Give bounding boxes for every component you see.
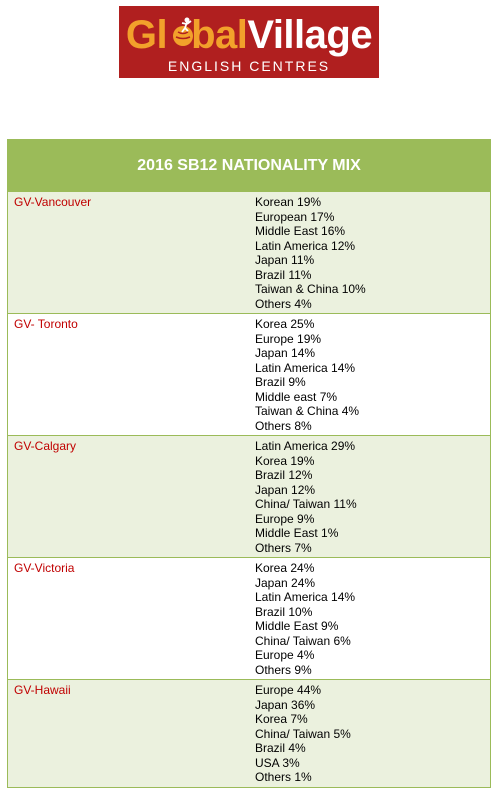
nationality-item: Latin America 14%: [255, 360, 356, 375]
nationality-item: Brazil 9%: [255, 375, 306, 389]
nationality-item: USA 3%: [255, 755, 300, 770]
nationality-item: Japan 14%: [255, 346, 316, 360]
nationality-list: Korea 24% Japan 24% Latin America 14% Brazi…: [249, 558, 355, 679]
table-row: GV-Vancouver Korean 19% European 17% Middle…: [8, 192, 490, 314]
nationality-item: Others 4%: [255, 296, 312, 311]
nationality-list: Europe 44% Japan 36% Korea 7% China/ Taiwan…: [249, 680, 351, 787]
nationality-list: Korean 19% European 17% Middle East 16% Lat…: [249, 192, 366, 313]
nationality-item: Korea 19%: [255, 453, 315, 468]
nationality-item: Japan 36%: [255, 697, 316, 712]
nationality-item: Middle East 16%: [255, 224, 346, 238]
nationality-item: China/ Taiwan 5%: [255, 726, 351, 741]
campus-name: GV-Victoria: [14, 561, 75, 575]
table-row: GV-Hawaii Europe 44% Japan 36% Korea 7% Chin…: [8, 680, 490, 787]
logo-wordmark: GlobalVillage: [125, 13, 373, 57]
nationality-list: Korea 25% Europe 19% Japan 14% Latin Americ…: [249, 314, 359, 435]
nationality-item: European 17%: [255, 209, 335, 224]
campus-name: GV-Hawaii: [14, 683, 71, 697]
nationality-item: China/ Taiwan 6%: [255, 633, 351, 648]
nationality-item: Europe 19%: [255, 331, 322, 346]
nationality-item: Japan 24%: [255, 575, 316, 590]
nationality-item: Korea 25%: [255, 317, 315, 331]
nationality-item: Others 8%: [255, 418, 312, 433]
nationality-item: Others 1%: [255, 770, 312, 784]
nationality-item: Middle East 9%: [255, 619, 339, 633]
nationality-item: Brazil 4%: [255, 741, 306, 755]
table-row: GV-Victoria Korea 24% Japan 24% Latin Ameri…: [8, 558, 490, 680]
campus-name: GV- Toronto: [14, 317, 78, 331]
table-row: GV-Calgary Latin America 29% Korea 19% Braz…: [8, 436, 490, 558]
nationality-item: Middle east 7%: [255, 389, 338, 404]
nationality-item: Brazil 11%: [255, 267, 312, 282]
nationality-item: Latin America 12%: [255, 238, 356, 253]
nationality-item: Europe 9%: [255, 511, 315, 526]
nationality-item: Taiwan & China 10%: [255, 282, 366, 296]
logo-tagline: ENGLISH CENTRES: [167, 58, 331, 74]
nationality-list: Latin America 29% Korea 19% Brazil 12% Japa…: [249, 436, 357, 557]
nationality-item: Europe 4%: [255, 648, 315, 662]
nationality-item: Middle East 1%: [255, 526, 339, 540]
nationality-item: Brazil 10%: [255, 604, 313, 619]
nationality-item: Korean 19%: [255, 195, 322, 209]
campus-name: GV-Vancouver: [14, 195, 92, 209]
nationality-item: Korea 24%: [255, 561, 315, 575]
nationality-item: Latin America 29%: [255, 439, 356, 453]
nationality-item: Others 7%: [255, 540, 312, 555]
nationality-item: Korea 7%: [255, 712, 308, 726]
nationality-item: Japan 12%: [255, 482, 316, 497]
nationality-item: Brazil 12%: [255, 468, 313, 482]
campus-name: GV-Calgary: [14, 439, 77, 453]
globe-person-icon: [173, 17, 193, 46]
nationality-item: Europe 44%: [255, 683, 322, 697]
table-title: 2016 SB12 NATIONALITY MIX: [8, 140, 490, 192]
nationality-item: Japan 11%: [255, 253, 315, 267]
table-row: GV- Toronto Korea 25% Europe 19% Japan 14% L…: [8, 314, 490, 436]
nationality-item: Others 9%: [255, 662, 312, 677]
nationality-item: Taiwan & China 4%: [255, 404, 360, 418]
nationality-item: Latin America 14%: [255, 590, 356, 604]
nationality-item: China/ Taiwan 11%: [255, 497, 357, 511]
global-village-logo: GlobalVillage ENGLISH CENTRES: [119, 6, 379, 78]
nationality-mix-table: 2016 SB12 NATIONALITY MIX GV-Vancouver Ko…: [7, 139, 491, 788]
